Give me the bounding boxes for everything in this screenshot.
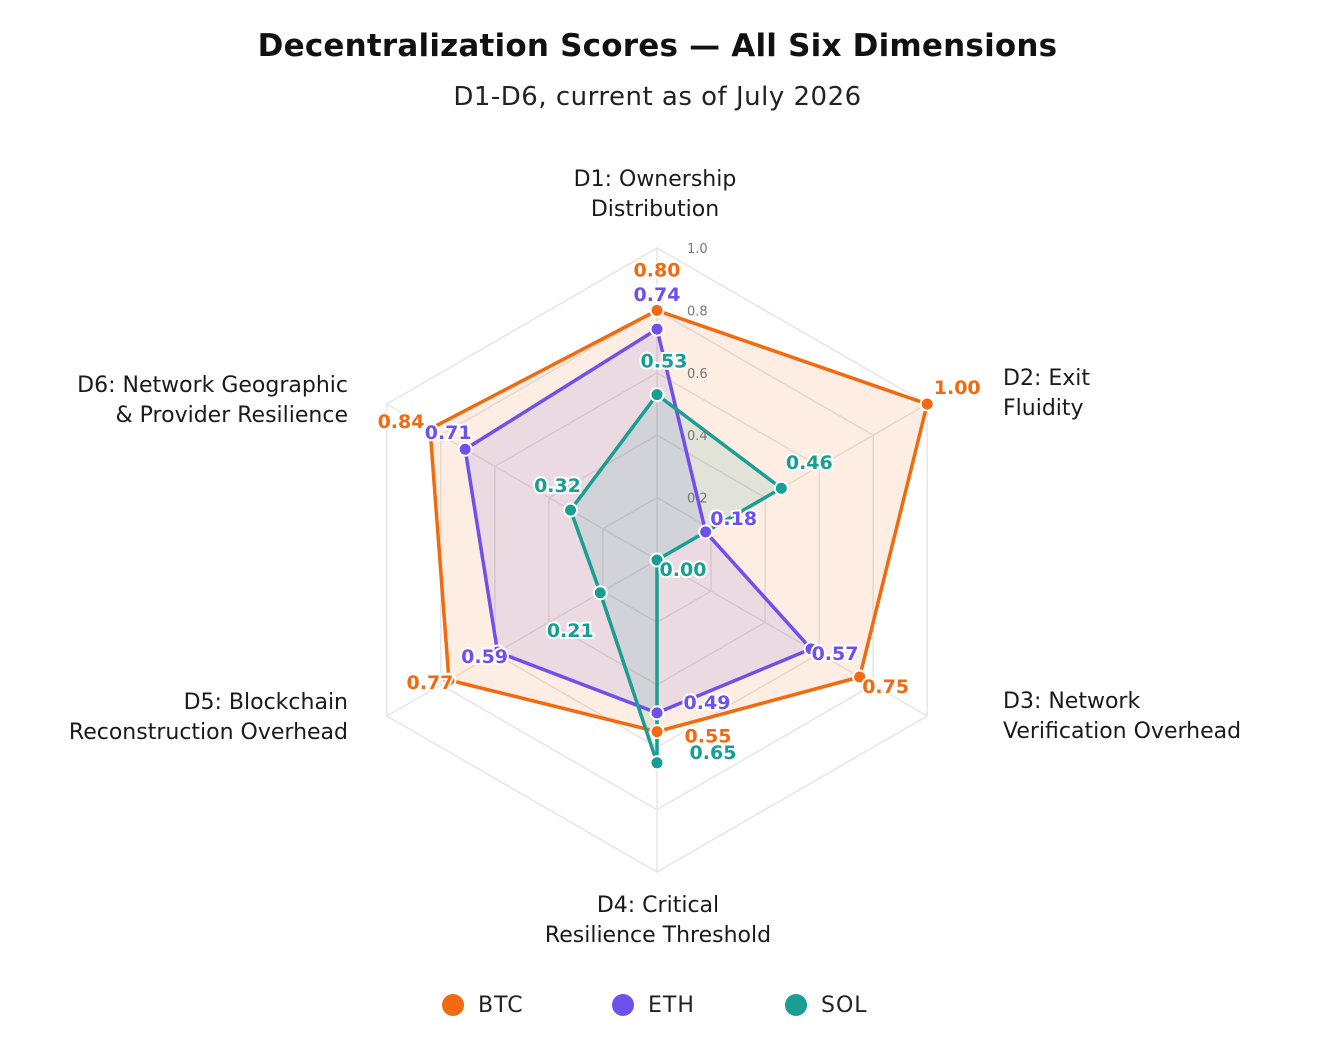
- axis-labels: D1: Ownership Distribution D2: Exit Fluidit…: [69, 167, 1241, 948]
- point-btc: [852, 669, 868, 685]
- point-eth: [490, 644, 506, 660]
- point-eth: [803, 641, 819, 657]
- series-area-eth: [465, 329, 812, 713]
- legend-label-sol: SOL: [821, 992, 868, 1018]
- point-sol: [649, 387, 665, 403]
- axis-label-line: Verification Overhead: [1003, 719, 1241, 744]
- point-eth: [649, 321, 665, 337]
- axis-label-line: D3: Network: [1003, 689, 1140, 714]
- legend-label-eth: ETH: [648, 992, 695, 1018]
- series-points: [422, 302, 935, 771]
- data-label-eth: 0.18: [710, 508, 757, 530]
- axis-label: D2: Exit Fluidity: [1003, 366, 1090, 421]
- axis-label: D1: Ownership Distribution: [574, 167, 737, 222]
- data-label-eth: 0.57: [812, 643, 859, 665]
- point-sol: [592, 585, 608, 601]
- data-label-btc: 0.80: [634, 259, 681, 281]
- data-label-btc: 1.00: [934, 377, 981, 399]
- axis-label: D3: Network Verification Overhead: [1003, 689, 1241, 744]
- data-label-btc: 0.55: [685, 726, 732, 748]
- data-label-eth: 0.59: [461, 646, 508, 668]
- axis-label: D4: Critical Resilience Threshold: [545, 893, 771, 948]
- radial-tick-label: 0.8: [687, 304, 708, 319]
- grid-spoke: [386, 559, 658, 717]
- data-label-btc: 0.77: [407, 672, 454, 694]
- chart-subtitle: D1-D6, current as of July 2026: [453, 82, 862, 112]
- axis-label-line: Reconstruction Overhead: [69, 720, 348, 745]
- legend-label-btc: BTC: [478, 992, 524, 1018]
- legend-swatch-sol: [785, 994, 807, 1016]
- data-label-eth: 0.49: [684, 692, 731, 714]
- series-area-btc: [430, 310, 928, 732]
- radial-tick-label: 0.2: [687, 492, 708, 507]
- radial-tick-labels: 0.2 0.4 0.6 0.8 1.0: [687, 242, 708, 507]
- axis-label-line: D2: Exit: [1003, 366, 1090, 391]
- data-label-sol: 0.65: [690, 742, 737, 764]
- legend-swatch-eth: [612, 994, 634, 1016]
- point-eth: [649, 705, 665, 721]
- point-btc: [649, 724, 665, 740]
- data-label-sol: 0.32: [534, 475, 581, 497]
- point-eth: [457, 441, 473, 457]
- axis-label-line: Fluidity: [1003, 396, 1084, 421]
- point-eth: [698, 524, 714, 540]
- radial-tick-label: 0.4: [687, 429, 708, 444]
- radar-chart: 0.20.40.60.81.00.801.000.750.550.770.840…: [69, 167, 1241, 948]
- data-label-eth: 0.71: [425, 422, 472, 444]
- legend: BTC ETH SOL: [0, 985, 1315, 1025]
- radial-tick-label: 0.6: [687, 367, 708, 382]
- series-area-sol: [570, 394, 782, 763]
- data-label-btc: 0.84: [378, 411, 425, 433]
- axis-label-line: D5: Blockchain: [184, 690, 348, 715]
- radial-tick-label: 1.0: [687, 242, 708, 257]
- point-sol: [773, 480, 789, 496]
- point-btc: [919, 396, 935, 412]
- point-btc: [649, 302, 665, 318]
- axis-label-line: D4: Critical: [597, 893, 719, 918]
- data-label-sol: 0.00: [660, 559, 707, 581]
- series-layer: [428, 308, 929, 765]
- point-sol: [649, 552, 665, 568]
- grid-spoke: [656, 559, 928, 717]
- data-label-sol: 0.46: [786, 452, 833, 474]
- point-sol: [563, 502, 579, 518]
- axis-label: D5: Blockchain Reconstruction Overhead: [69, 690, 348, 745]
- axis-label-line: D6: Network Geographic: [77, 373, 348, 398]
- axis-label-line: D1: Ownership: [574, 167, 737, 192]
- chart-title: Decentralization Scores — All Six Dimens…: [257, 28, 1058, 64]
- point-btc: [441, 672, 457, 688]
- axis-label-line: Resilience Threshold: [545, 923, 771, 948]
- point-btc: [422, 421, 438, 437]
- legend-item-btc[interactable]: BTC: [442, 985, 524, 1025]
- point-sol: [649, 755, 665, 771]
- axis-label-line: Distribution: [591, 197, 719, 222]
- axis-label: D6: Network Geographic & Provider Resilie…: [77, 373, 348, 428]
- data-label-sol: 0.53: [641, 351, 688, 373]
- data-label-btc: 0.75: [862, 676, 909, 698]
- legend-item-sol[interactable]: SOL: [785, 985, 868, 1025]
- legend-item-eth[interactable]: ETH: [612, 985, 695, 1025]
- data-labels: 0.80 1.00 0.75 0.55 0.77 0.84 0.74 0.18 0.57 0.49…: [376, 257, 983, 765]
- data-label-sol: 0.21: [547, 620, 594, 642]
- legend-swatch-btc: [442, 994, 464, 1016]
- data-label-eth: 0.74: [634, 284, 681, 306]
- axis-label-line: & Provider Resilience: [116, 403, 348, 428]
